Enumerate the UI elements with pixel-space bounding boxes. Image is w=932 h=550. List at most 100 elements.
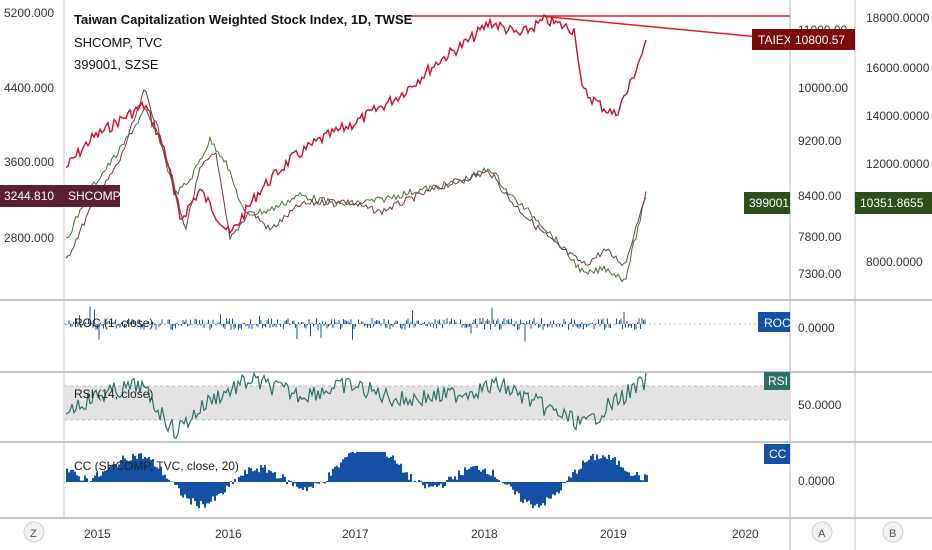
cc-bar bbox=[560, 482, 562, 491]
cc-bar bbox=[538, 482, 540, 508]
taiex-name-tag[interactable] bbox=[752, 29, 790, 50]
cc-bar bbox=[178, 482, 180, 489]
cc-bar bbox=[226, 482, 228, 486]
cc-bar bbox=[536, 482, 538, 504]
cc-bar bbox=[242, 475, 244, 482]
cc-bar bbox=[534, 482, 536, 506]
left-axis-label: 5200.000 bbox=[4, 6, 54, 20]
cc-bar bbox=[258, 472, 260, 482]
cc-bar bbox=[644, 474, 646, 482]
cc-bar bbox=[358, 452, 360, 482]
cc-bar bbox=[458, 470, 460, 482]
right-axis-label: 14000.0000 bbox=[866, 109, 930, 123]
cc-bar bbox=[78, 476, 80, 482]
cc-bar bbox=[366, 452, 368, 482]
cc-pane-title[interactable]: CC (SHCOMP, TVC, close, 20) bbox=[74, 459, 239, 473]
cc-bar bbox=[86, 478, 88, 482]
left-axis-label: 2800.000 bbox=[4, 231, 54, 245]
cc-bar bbox=[72, 469, 74, 482]
b-scale-button[interactable] bbox=[882, 521, 904, 543]
x-axis-label: 2019 bbox=[600, 527, 627, 541]
mid-axis-label: 10000.00 bbox=[798, 81, 848, 95]
cc-bar bbox=[306, 482, 308, 492]
cc-bar bbox=[614, 457, 616, 482]
cc-bar bbox=[374, 452, 376, 482]
roc-pane-title[interactable]: ROC (1, close) bbox=[74, 316, 153, 330]
cc-bar bbox=[280, 478, 282, 482]
cc-bar bbox=[142, 458, 144, 482]
roc-name-tag[interactable] bbox=[758, 312, 790, 332]
cc-bar bbox=[296, 482, 298, 487]
rsi-line bbox=[65, 371, 647, 440]
cc-bar bbox=[438, 482, 440, 486]
zoom-button[interactable] bbox=[23, 521, 45, 543]
cc-bar bbox=[160, 466, 162, 482]
cc-bar bbox=[174, 482, 176, 486]
cc-bar bbox=[370, 452, 372, 482]
taiex-name-text: TAIEX bbox=[758, 33, 792, 47]
cc-bar bbox=[354, 453, 356, 482]
cc-bar bbox=[434, 482, 436, 486]
cc-bar bbox=[168, 479, 170, 482]
cc-bar bbox=[642, 480, 644, 482]
cc-bar bbox=[106, 470, 108, 482]
cc-bar bbox=[618, 460, 620, 482]
cc-bar bbox=[420, 480, 422, 482]
szse-name-tag[interactable] bbox=[744, 192, 790, 214]
cc-bar bbox=[490, 475, 492, 482]
cc-bar bbox=[180, 482, 182, 496]
szse-name-text: 399001 bbox=[749, 196, 789, 210]
cc-bar bbox=[252, 471, 254, 482]
cc-bar bbox=[594, 460, 596, 482]
cc-bar bbox=[386, 456, 388, 482]
szse-price-tag bbox=[855, 192, 932, 214]
cc-bar bbox=[82, 480, 84, 482]
cc-bar bbox=[146, 458, 148, 482]
cc-bar bbox=[108, 466, 110, 482]
cc-bar bbox=[152, 459, 154, 482]
cc-bar bbox=[610, 459, 612, 482]
cc-bar bbox=[158, 468, 160, 482]
cc-bar bbox=[568, 476, 570, 482]
cc-histogram bbox=[66, 452, 648, 509]
legend-szse[interactable]: 399001, SZSE bbox=[74, 57, 159, 72]
cc-bar bbox=[130, 460, 132, 482]
legend-shcomp[interactable]: SHCOMP, TVC bbox=[74, 35, 162, 50]
cc-bar bbox=[134, 455, 136, 482]
cc-bar bbox=[350, 452, 352, 482]
cc-bar bbox=[206, 482, 208, 504]
cc-bar bbox=[410, 473, 412, 482]
right-axis-label: 12000.0000 bbox=[866, 157, 930, 171]
cc-bar bbox=[250, 468, 252, 482]
cc-bar bbox=[556, 482, 558, 493]
cc-bar bbox=[176, 482, 178, 485]
cc-bar bbox=[112, 464, 114, 482]
cc-bar bbox=[564, 482, 566, 484]
cc-bar bbox=[442, 482, 444, 488]
cc-bar bbox=[394, 460, 396, 482]
cc-name-tag[interactable] bbox=[764, 444, 790, 464]
cc-bar bbox=[312, 482, 314, 488]
auto-scale-button[interactable] bbox=[811, 521, 833, 543]
trend-resistance-line[interactable] bbox=[539, 15, 791, 41]
left-axis-label: 4400.000 bbox=[4, 81, 54, 95]
cc-bar bbox=[234, 478, 236, 482]
roc-name-text: ROC bbox=[764, 316, 791, 330]
rsi-pane-title[interactable]: RSI (14, close) bbox=[74, 387, 153, 401]
cc-bar bbox=[76, 475, 78, 482]
cc-bar bbox=[632, 475, 634, 482]
cc-bar bbox=[596, 454, 598, 482]
cc-bar bbox=[126, 460, 128, 482]
cc-bar bbox=[484, 468, 486, 482]
cc-bar bbox=[460, 474, 462, 482]
cc-bar bbox=[102, 471, 104, 482]
x-axis-label: 2016 bbox=[215, 527, 242, 541]
cc-bar bbox=[218, 482, 220, 494]
cc-bar bbox=[268, 470, 270, 482]
cc-bar bbox=[502, 482, 504, 484]
rsi-name-tag[interactable] bbox=[764, 372, 790, 390]
cc-bar bbox=[432, 482, 434, 487]
cc-bar bbox=[300, 482, 302, 489]
shcomp-name-tag[interactable] bbox=[64, 185, 120, 207]
